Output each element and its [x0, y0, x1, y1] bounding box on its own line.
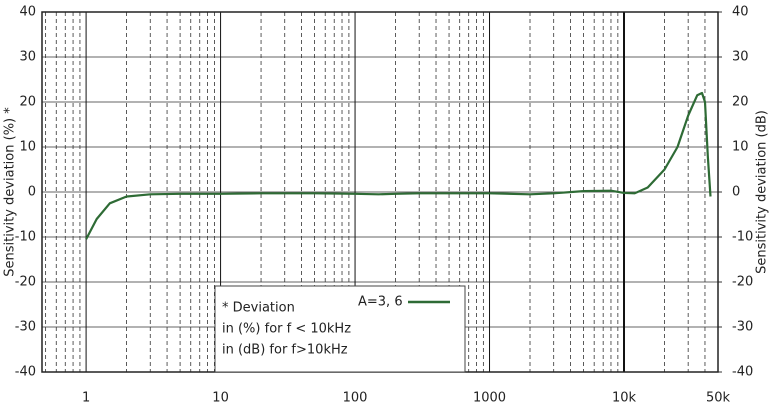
data-line [85, 91, 712, 240]
y-tick-label: 20 [19, 95, 36, 110]
y-tick-label: -20 [15, 275, 36, 290]
legend-label: A=3, 6 [358, 295, 403, 310]
y-tick-label: 40 [19, 5, 36, 20]
x-tick-label: 100 [343, 391, 368, 406]
y2-tick-label: -30 [732, 320, 753, 335]
y2-axis-label: Sensitivity deviation (dB) [755, 110, 770, 274]
annotation: * Deviation [222, 301, 295, 316]
y2-tick-label: 0 [732, 185, 740, 200]
y2-tick-label: 30 [732, 50, 749, 65]
y2-tick-label: -40 [732, 365, 753, 380]
annotation: in (%) for f < 10kHz [222, 322, 351, 337]
y-tick-label: 30 [19, 50, 36, 65]
y-tick-label: -30 [15, 320, 36, 335]
y-axis-label: Sensitivity deviation (%) * [3, 107, 18, 277]
y-tick-label: 10 [19, 140, 36, 155]
annotation: in (dB) for f>10kHz [222, 343, 348, 358]
y2-tick-label: 40 [732, 5, 749, 20]
x-tick-label: 50k [706, 391, 731, 406]
y2-tick-label: 10 [732, 140, 749, 155]
y-tick-label: -40 [15, 365, 36, 380]
legend-box [214, 285, 466, 373]
y2-tick-label: -20 [732, 275, 753, 290]
x-tick-label: 1 [82, 391, 90, 406]
x-tick-label: 10 [212, 391, 229, 406]
y-tick-label: 0 [28, 185, 36, 200]
x-tick-label: 10k [612, 391, 637, 406]
y2-tick-label: -10 [732, 230, 753, 245]
y2-tick-label: 20 [732, 95, 749, 110]
y-tick-label: -10 [15, 230, 36, 245]
x-tick-label: 1000 [473, 391, 506, 406]
